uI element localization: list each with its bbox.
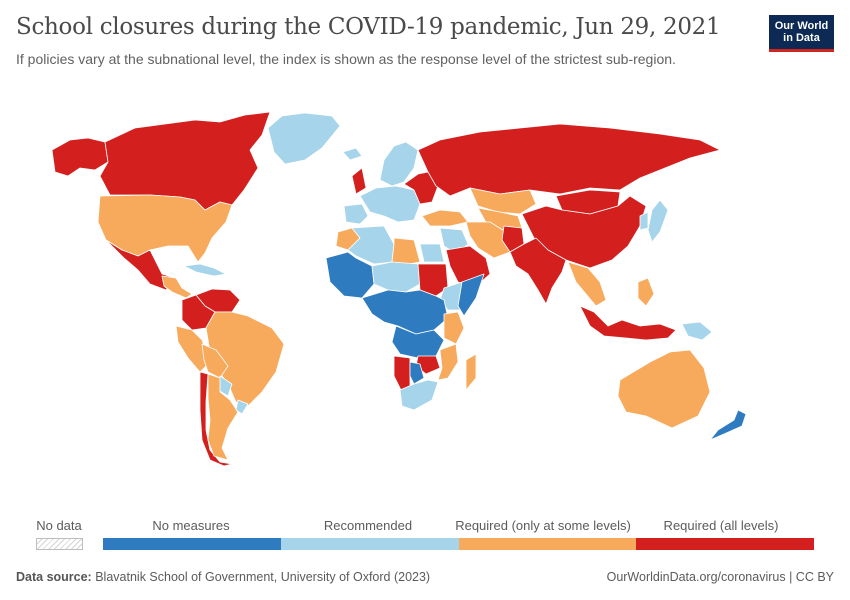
data-source-label: Data source: — [16, 570, 92, 584]
logo-line-2: in Data — [783, 32, 820, 44]
country-greenland[interactable] — [267, 112, 341, 165]
legend-label-no-data: No data — [36, 518, 82, 533]
country-botswana[interactable] — [409, 361, 425, 385]
country-philippines[interactable] — [637, 277, 655, 307]
country-egypt[interactable] — [419, 243, 445, 263]
country-turkey[interactable] — [421, 209, 469, 227]
country-iceland[interactable] — [342, 147, 363, 161]
data-source-text[interactable]: Blavatnik School of Government, Universi… — [95, 570, 431, 584]
data-source: Data source: Blavatnik School of Governm… — [16, 570, 430, 584]
country-madagascar[interactable] — [465, 353, 477, 391]
country-korea[interactable] — [639, 211, 649, 231]
country-somalia[interactable] — [457, 273, 485, 317]
country-central-america[interactable] — [161, 275, 193, 299]
country-papua-new-guinea[interactable] — [681, 321, 713, 341]
country-uk[interactable] — [351, 167, 367, 195]
country-iran[interactable] — [465, 221, 511, 259]
country-southeast-asia[interactable] — [567, 261, 607, 307]
country-eastern-europe[interactable] — [403, 171, 439, 205]
country-russia[interactable] — [417, 123, 721, 197]
country-sudan[interactable] — [417, 263, 449, 297]
logo-line-1: Our World — [774, 20, 829, 32]
country-canada[interactable] — [99, 111, 271, 211]
country-sahel[interactable] — [371, 261, 421, 293]
legend-swatch-no-measures[interactable] — [103, 538, 281, 550]
legend-label-recommended: Recommended — [323, 518, 413, 533]
country-kazakhstan[interactable] — [469, 187, 537, 215]
chart-title: School closures during the COVID-19 pand… — [16, 14, 721, 40]
country-alaska[interactable] — [51, 137, 109, 177]
country-algeria[interactable] — [347, 225, 395, 265]
country-india[interactable] — [509, 237, 567, 305]
legend-swatch-no-data[interactable] — [36, 538, 83, 550]
country-chile[interactable] — [199, 371, 233, 467]
country-uruguay[interactable] — [235, 399, 249, 415]
country-mexico[interactable] — [105, 239, 176, 291]
legend-label-required-some: Required (only at some levels) — [455, 518, 631, 533]
legend-swatch-required-all[interactable] — [636, 538, 814, 550]
legend-label-no-measures: No measures — [152, 518, 230, 533]
country-libya[interactable] — [391, 237, 421, 267]
legend-label-required-all: Required (all levels) — [663, 518, 779, 533]
owid-logo[interactable]: Our World in Data — [769, 15, 834, 52]
country-japan[interactable] — [647, 199, 669, 243]
footer-credit[interactable]: OurWorldinData.org/coronavirus | CC BY — [606, 570, 834, 584]
country-indonesia[interactable] — [579, 305, 677, 341]
country-central-africa[interactable] — [361, 289, 449, 335]
country-caribbean[interactable] — [183, 263, 227, 277]
country-argentina[interactable] — [207, 373, 239, 461]
legend: No data No measures Recommended Required… — [0, 515, 850, 555]
world-map[interactable] — [0, 85, 850, 505]
chart-subtitle: If policies vary at the subnational leve… — [16, 51, 676, 67]
country-peru[interactable] — [175, 325, 211, 373]
legend-swatch-recommended[interactable] — [281, 538, 459, 550]
country-new-zealand[interactable] — [709, 409, 747, 441]
country-south-africa[interactable] — [399, 379, 439, 411]
legend-swatch-required-some[interactable] — [459, 538, 636, 550]
country-australia[interactable] — [617, 349, 711, 429]
country-western-europe[interactable] — [359, 185, 421, 223]
country-east-africa[interactable] — [443, 311, 465, 345]
country-iberia[interactable] — [343, 203, 369, 225]
country-mozambique[interactable] — [437, 343, 459, 381]
